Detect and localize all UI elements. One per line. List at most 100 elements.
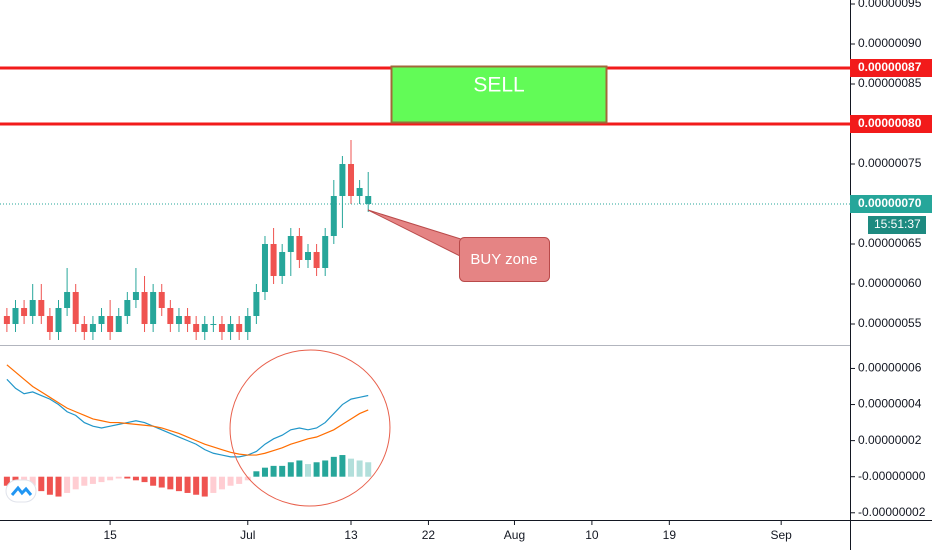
- y-tick-label: -0.00000000: [858, 469, 926, 483]
- y-tick-label: 0.00000085: [858, 76, 922, 90]
- last-price-label: 0.00000070: [858, 196, 922, 210]
- x-tick-label: 22: [422, 528, 436, 542]
- logo: [5, 479, 37, 503]
- candle-body: [261, 244, 268, 292]
- y-tick-label: 0.00000060: [858, 276, 922, 290]
- histogram-bar: [98, 476, 105, 483]
- histogram-bar: [184, 476, 191, 493]
- y-tick-label: 0.00000006: [858, 361, 922, 375]
- histogram-bar: [29, 476, 36, 486]
- histogram-bar: [141, 476, 148, 483]
- x-tick-label: Sep: [770, 528, 792, 542]
- x-tick-label: Jul: [240, 528, 255, 542]
- candle-body: [356, 188, 363, 196]
- price-label: 0.00000087: [858, 60, 922, 74]
- histogram-bar: [201, 476, 208, 497]
- candle-body: [339, 164, 346, 196]
- candle-body: [184, 316, 191, 324]
- y-tick-label: 0.00000002: [858, 433, 922, 447]
- candle-body: [193, 324, 200, 332]
- candle-body: [253, 292, 260, 316]
- candle-body: [244, 316, 251, 332]
- histogram-bar: [89, 476, 96, 484]
- histogram-bar: [193, 476, 200, 495]
- candle-body: [107, 316, 114, 332]
- y-tick-label: -0.00000002: [858, 505, 926, 519]
- x-tick-label: 19: [663, 528, 677, 542]
- histogram-bar: [296, 460, 303, 477]
- y-tick-label: 0.00000075: [858, 156, 922, 170]
- histogram-bar: [132, 476, 139, 481]
- candle-body: [210, 324, 217, 325]
- histogram-bar: [64, 476, 71, 493]
- candle-body: [218, 324, 225, 332]
- histogram-bar: [167, 476, 174, 490]
- histogram-bar: [55, 476, 62, 497]
- histogram-bar: [244, 476, 251, 481]
- buy-callout: [459, 237, 550, 282]
- y-tick-label: 0.00000055: [858, 316, 922, 330]
- candle-body: [89, 324, 96, 332]
- y-tick-label: 0.00000090: [858, 36, 922, 50]
- histogram-bar: [348, 458, 355, 477]
- buy-label: BUY zone: [470, 251, 537, 268]
- candle-body: [167, 308, 174, 324]
- candle-body: [98, 316, 105, 324]
- macd-line: [6, 364, 369, 456]
- candle-body: [175, 316, 182, 324]
- histogram-bar: [46, 476, 53, 495]
- histogram-bar: [261, 467, 268, 477]
- histogram-bar: [287, 462, 294, 477]
- sell-label: SELL: [473, 74, 524, 97]
- candle-body: [158, 292, 165, 308]
- histogram-bar: [236, 476, 243, 484]
- histogram-bar: [72, 476, 79, 490]
- x-tick-label: 10: [585, 528, 599, 542]
- x-tick-label: 13: [344, 528, 358, 542]
- histogram-bar: [150, 476, 157, 486]
- candle-body: [236, 324, 243, 332]
- histogram-bar: [227, 476, 234, 486]
- candle-body: [46, 316, 53, 332]
- histogram-bar: [158, 476, 165, 488]
- countdown-label: 15:51:37: [874, 217, 921, 231]
- countdown-bg: [868, 216, 926, 234]
- y-tick-label: 0.00000004: [858, 397, 922, 411]
- histogram-bar: [124, 476, 131, 479]
- last-price-bg: [850, 195, 932, 213]
- histogram-bar: [304, 464, 311, 477]
- candle-body: [81, 324, 88, 332]
- histogram-bar: [339, 455, 346, 477]
- candle-body: [64, 292, 71, 308]
- histogram-bar: [175, 476, 182, 492]
- candle-body: [365, 196, 372, 204]
- price-label: 0.00000080: [858, 116, 922, 130]
- histogram-bar: [365, 462, 372, 477]
- macd-line: [6, 378, 369, 458]
- histogram-bar: [38, 476, 45, 492]
- candle-body: [150, 292, 157, 324]
- histogram-bar: [253, 471, 260, 477]
- candle-body: [304, 252, 311, 260]
- candle-body: [38, 300, 45, 316]
- candle-body: [124, 300, 131, 316]
- histogram-bar: [81, 476, 88, 486]
- histogram-bar: [356, 460, 363, 477]
- histogram-bar: [330, 456, 337, 477]
- price-label-bg: [850, 59, 932, 77]
- candle-body: [21, 308, 28, 316]
- price-label-bg: [850, 115, 932, 133]
- candle-body: [227, 324, 234, 332]
- histogram-bar: [218, 476, 225, 490]
- x-tick-label: Aug: [504, 528, 525, 542]
- candle-body: [330, 196, 337, 236]
- histogram-bar: [3, 476, 10, 486]
- histogram-bar: [107, 476, 114, 481]
- histogram-bar: [210, 476, 217, 493]
- candle-body: [313, 252, 320, 268]
- candle-body: [348, 164, 355, 196]
- y-tick-label: 0.00000065: [858, 236, 922, 250]
- logo-mark: [10, 485, 33, 496]
- candle-body: [201, 324, 208, 332]
